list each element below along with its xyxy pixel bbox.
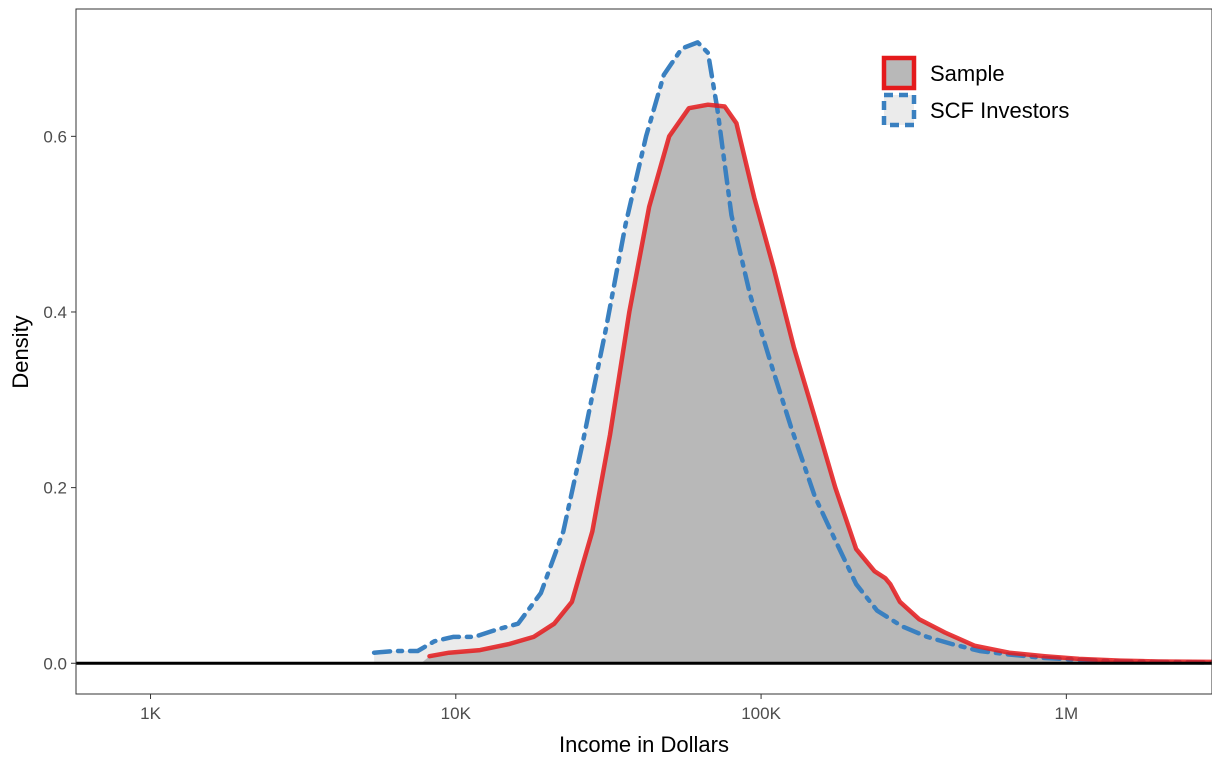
panel-border <box>75 8 1212 695</box>
density-line-scf-investors <box>371 40 1212 665</box>
density-line-sample <box>427 102 1212 665</box>
legend-label-scf-investors: SCF Investors <box>930 98 1069 123</box>
legend-label-sample: Sample <box>930 61 1005 86</box>
y-tick-label: 0.2 <box>43 479 67 498</box>
y-tick-label: 0.6 <box>43 127 67 146</box>
y-tick-label: 0.0 <box>43 654 67 673</box>
legend: Sample SCF Investors <box>881 55 1069 128</box>
density-area-sample <box>421 104 1212 664</box>
plot-area <box>76 40 1212 665</box>
x-tick-label: 1K <box>140 704 161 723</box>
legend-key-sample <box>881 55 917 91</box>
x-tick-label: 100K <box>741 704 781 723</box>
y-tick-label: 0.4 <box>43 303 67 322</box>
legend-key-scf-investors <box>881 92 917 128</box>
y-axis-title: Density <box>8 315 33 388</box>
density-area-scf-investors <box>374 42 1212 664</box>
x-axis: 1K 10K 100K 1M <box>140 694 1078 723</box>
y-axis: 0.0 0.2 0.4 0.6 <box>43 127 76 673</box>
x-tick-label: 1M <box>1055 704 1079 723</box>
x-tick-label: 10K <box>441 704 472 723</box>
x-axis-title: Income in Dollars <box>559 732 729 757</box>
